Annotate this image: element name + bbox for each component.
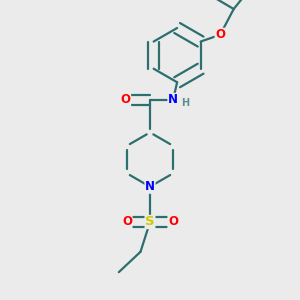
Text: S: S bbox=[145, 215, 155, 229]
Text: H: H bbox=[181, 98, 189, 108]
Text: N: N bbox=[168, 93, 178, 106]
Text: O: O bbox=[215, 28, 225, 41]
Text: N: N bbox=[145, 180, 155, 193]
Text: O: O bbox=[122, 215, 132, 229]
Text: O: O bbox=[168, 215, 178, 229]
Text: O: O bbox=[121, 93, 130, 106]
